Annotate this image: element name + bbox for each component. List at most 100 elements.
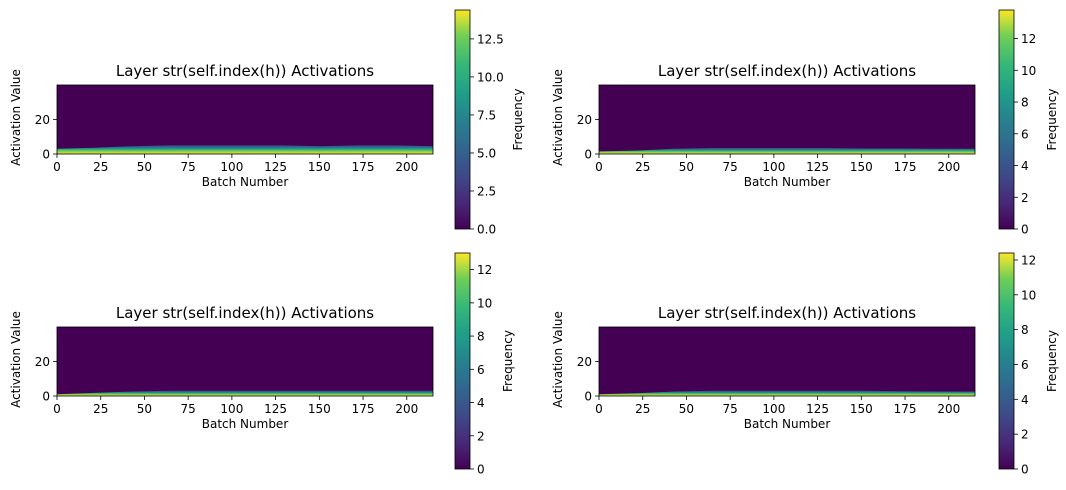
x-axis-label: Batch Number [202,175,289,189]
colorbar-tick-label: 8 [1021,323,1029,337]
colorbar-tick-label: 12 [477,263,492,277]
x-tick-label: 200 [937,402,960,416]
colorbar-tick-label: 0 [477,463,485,477]
heatmap-background [57,327,433,396]
activation-band [57,390,433,396]
x-tick-label: 150 [308,402,331,416]
colorbar-tick-label: 10.0 [477,70,504,84]
chart-title: Layer str(self.index(h)) Activations [116,62,374,80]
x-axis-label: Batch Number [744,417,831,431]
x-tick-label: 100 [220,160,243,174]
x-tick-label: 75 [181,402,196,416]
x-tick-label: 125 [264,402,287,416]
colorbar-tick-label: 10 [477,296,492,310]
x-tick-label: 50 [679,160,694,174]
colorbar: 0 2 4 6 8 10 12 Frequency [454,252,515,477]
x-tick-label: 125 [806,402,829,416]
x-tick-label: 50 [679,402,694,416]
x-tick-label: 25 [93,160,108,174]
x-tick-label: 25 [93,402,108,416]
y-tick-label: 0 [42,390,50,404]
y-axis-label: Activation Value [551,311,565,408]
colorbar-label: Frequency [1045,330,1059,392]
x-tick-label: 125 [806,160,829,174]
colorbar: 0.0 2.5 5.0 7.5 10.0 12.5 Frequency [454,9,525,237]
x-tick-label: 150 [308,160,331,174]
x-tick-label: 0 [53,402,61,416]
activation-band [599,390,975,396]
x-tick-label: 75 [181,160,196,174]
colorbar-frame [998,9,1015,230]
subplot-2: Layer str(self.index(h)) Activations 0 25 5… [551,9,1059,237]
x-tick-label: 25 [635,160,650,174]
colorbar-tick-label: 6 [477,363,485,377]
colorbar-tick-label: 10 [1021,64,1036,78]
colorbar-tick-label: 2 [477,429,485,443]
y-tick-label: 0 [584,148,592,162]
x-tick-label: 50 [137,402,152,416]
colorbar-gradient [455,10,470,229]
activation-band [57,145,433,154]
y-tick-label: 0 [584,390,592,404]
colorbar-tick-label: 7.5 [477,108,496,122]
x-tick-label: 0 [53,160,61,174]
subplot-4: Layer str(self.index(h)) Activations 0 25 5… [551,252,1059,477]
heatmap-background [599,327,975,396]
y-axis-label: Activation Value [9,69,23,166]
y-axis-label: Activation Value [551,69,565,166]
x-tick-label: 75 [723,402,738,416]
colorbar-tick-label: 6 [1021,127,1029,141]
chart-title: Layer str(self.index(h)) Activations [658,304,916,322]
colorbar-tick-label: 4 [1021,159,1029,173]
colorbar-tick-label: 2 [1021,191,1029,205]
x-tick-label: 125 [264,160,287,174]
x-tick-label: 150 [850,160,873,174]
x-tick-label: 25 [635,402,650,416]
subplot-3: Layer str(self.index(h)) Activations 0 25 5… [9,252,515,477]
colorbar-tick-label: 12 [1021,253,1036,267]
colorbar-tick-label: 10 [1021,288,1036,302]
subplot-1: Layer str(self.index(h)) Activations 0 25 5… [9,9,525,237]
x-axis-label: Batch Number [744,175,831,189]
y-tick-label: 0 [42,148,50,162]
x-tick-label: 0 [595,402,603,416]
colorbar-tick-label: 2.5 [477,184,496,198]
x-tick-label: 0 [595,160,603,174]
chart-title: Layer str(self.index(h)) Activations [658,62,916,80]
colorbar-label: Frequency [501,330,515,392]
y-tick-label: 20 [577,113,592,127]
y-tick-label: 20 [577,355,592,369]
colorbar-gradient [999,253,1014,469]
colorbar-gradient [999,10,1014,229]
x-tick-label: 150 [850,402,873,416]
colorbar-frame [454,252,471,470]
x-tick-label: 100 [762,160,785,174]
chart-title: Layer str(self.index(h)) Activations [116,304,374,322]
x-tick-label: 175 [894,160,917,174]
colorbar-tick-label: 0.0 [477,223,496,237]
x-tick-label: 200 [937,160,960,174]
colorbar-gradient [455,253,470,469]
x-axis-label: Batch Number [202,417,289,431]
x-tick-label: 75 [723,160,738,174]
colorbar-tick-label: 4 [1021,393,1029,407]
colorbar-tick-label: 12 [1021,32,1036,46]
colorbar-tick-label: 8 [477,330,485,344]
colorbar-tick-label: 6 [1021,358,1029,372]
colorbar-label: Frequency [1045,89,1059,151]
colorbar-tick-label: 0 [1021,463,1029,477]
colorbar-tick-label: 2 [1021,428,1029,442]
colorbar-label: Frequency [511,89,525,151]
colorbar-tick-label: 0 [1021,223,1029,237]
colorbar-frame [454,9,471,230]
y-tick-label: 20 [35,113,50,127]
y-tick-label: 20 [35,355,50,369]
y-axis-label: Activation Value [9,311,23,408]
x-tick-label: 100 [220,402,243,416]
colorbar-frame [998,252,1015,470]
x-tick-label: 100 [762,402,785,416]
x-tick-label: 175 [352,160,375,174]
x-tick-label: 50 [137,160,152,174]
colorbar-tick-label: 8 [1021,96,1029,110]
